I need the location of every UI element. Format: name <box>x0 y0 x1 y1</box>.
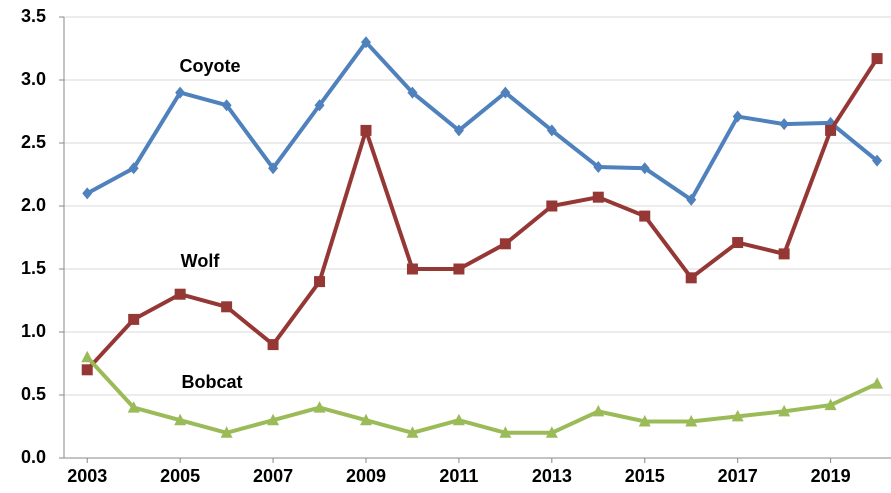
marker <box>732 110 743 123</box>
marker <box>128 162 139 175</box>
series-label: Wolf <box>181 251 221 271</box>
y-tick-label: 2.0 <box>21 195 46 215</box>
marker <box>127 401 140 413</box>
marker <box>871 377 884 389</box>
marker <box>686 193 697 206</box>
marker <box>406 263 418 275</box>
marker <box>453 124 464 137</box>
marker <box>220 426 233 438</box>
marker <box>593 160 604 173</box>
marker <box>82 187 93 200</box>
y-tick-label: 1.0 <box>21 321 46 341</box>
series-label: Coyote <box>179 56 240 76</box>
marker <box>267 413 280 426</box>
marker <box>406 426 419 438</box>
marker <box>314 276 326 288</box>
marker <box>360 36 371 49</box>
marker <box>128 313 140 325</box>
x-tick-label: 2005 <box>160 466 200 486</box>
x-tick-label: 2015 <box>625 466 665 486</box>
marker <box>174 413 187 426</box>
x-tick-label: 2009 <box>346 466 386 486</box>
marker <box>638 414 651 427</box>
series-label: Bobcat <box>181 372 242 392</box>
x-tick-label: 2017 <box>718 466 758 486</box>
marker <box>685 272 697 284</box>
marker <box>872 154 883 167</box>
marker <box>779 118 790 131</box>
marker <box>174 288 186 300</box>
y-tick-label: 0.0 <box>21 447 46 467</box>
marker <box>639 162 650 175</box>
marker <box>268 162 279 175</box>
marker <box>639 210 651 222</box>
series-line <box>85 355 878 435</box>
marker <box>267 339 279 351</box>
x-tick-label: 2013 <box>532 466 572 486</box>
series-line <box>86 40 879 202</box>
x-tick-label: 2003 <box>67 466 107 486</box>
x-tick-label: 2019 <box>811 466 851 486</box>
marker <box>499 238 511 250</box>
x-tick-label: 2011 <box>439 466 478 486</box>
y-tick-label: 2.5 <box>21 132 46 152</box>
marker <box>313 401 326 413</box>
series-line <box>85 57 879 372</box>
marker <box>546 124 557 137</box>
marker <box>453 263 465 275</box>
marker <box>546 200 558 212</box>
marker <box>81 364 93 376</box>
marker <box>500 86 511 99</box>
x-tick-label: 2007 <box>253 466 293 486</box>
marker <box>545 426 558 438</box>
y-tick-label: 1.5 <box>21 258 46 278</box>
marker <box>452 413 465 426</box>
marker <box>175 86 186 99</box>
marker <box>731 409 744 422</box>
marker <box>592 404 605 417</box>
y-tick-label: 0.5 <box>21 384 46 404</box>
marker <box>778 404 791 417</box>
marker <box>732 237 744 249</box>
marker <box>685 414 698 427</box>
marker <box>824 398 837 411</box>
marker <box>360 124 372 136</box>
marker <box>871 53 883 65</box>
marker <box>407 86 418 99</box>
y-tick-label: 3.0 <box>21 69 46 89</box>
marker <box>314 99 325 112</box>
marker <box>221 301 233 313</box>
marker <box>81 350 94 363</box>
marker <box>592 191 604 203</box>
y-tick-label: 3.5 <box>21 6 46 26</box>
marker <box>499 426 512 438</box>
marker <box>359 413 372 426</box>
marker <box>221 99 232 112</box>
marker <box>778 248 790 260</box>
marker <box>825 124 837 136</box>
